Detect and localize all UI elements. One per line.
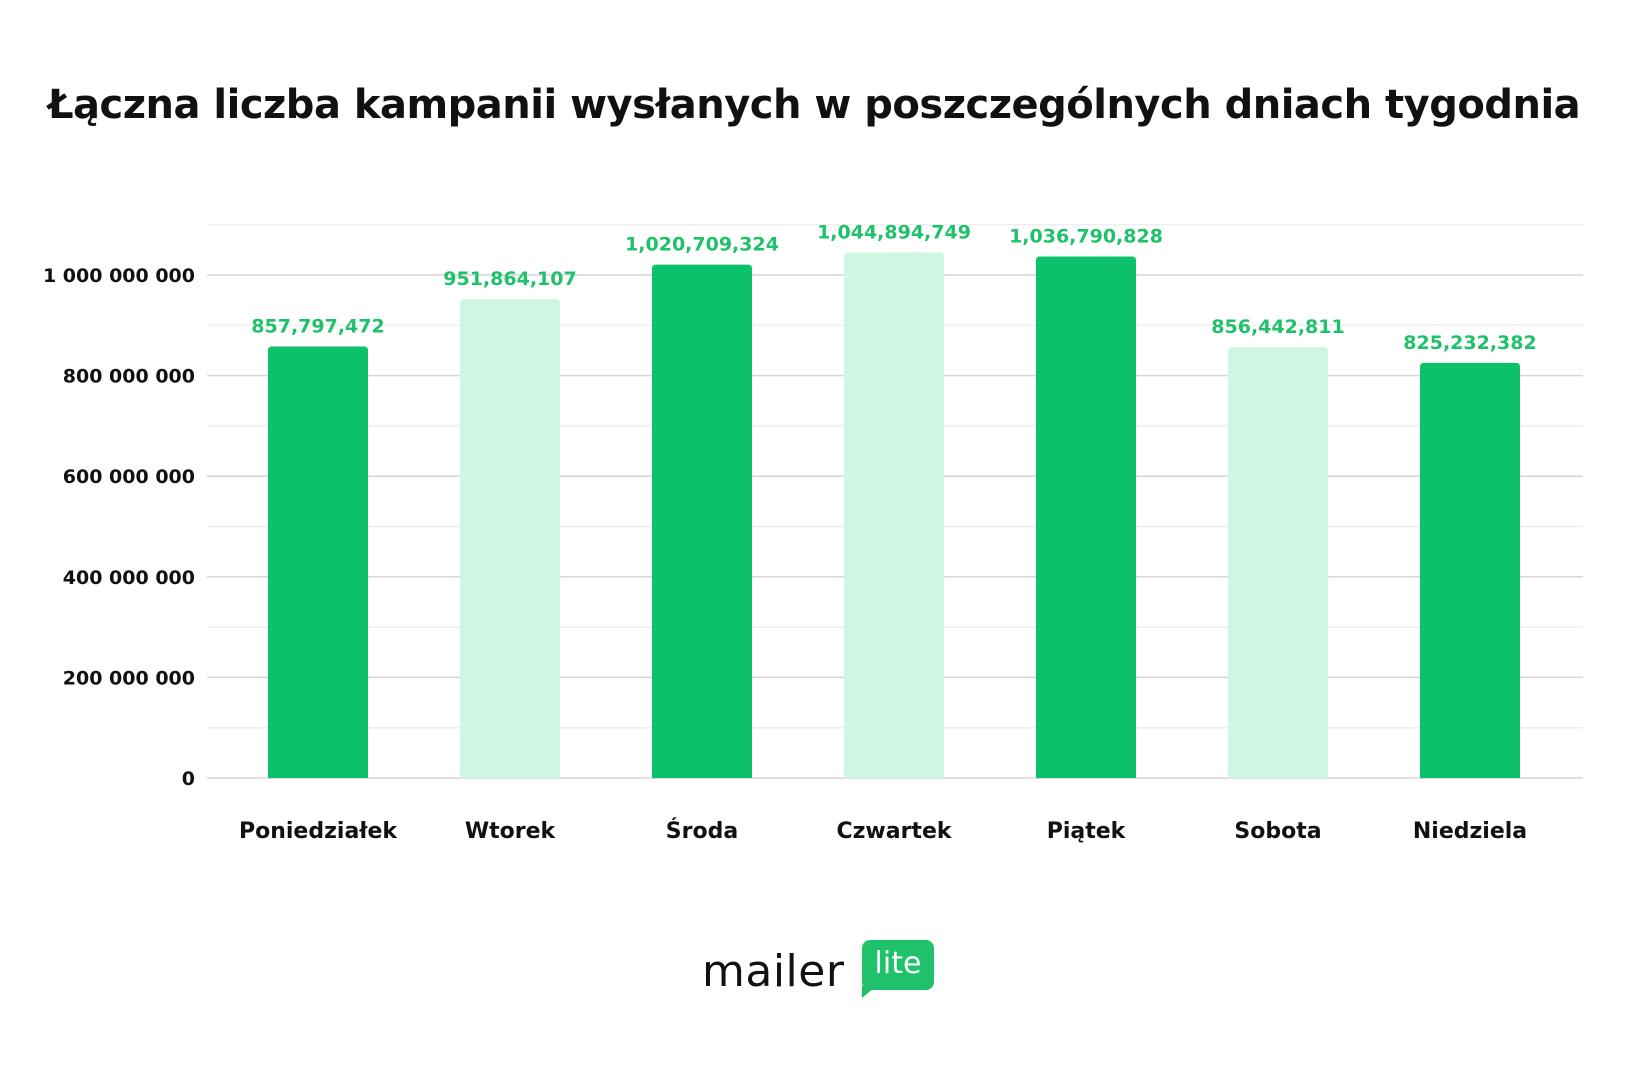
bar-sobota — [1228, 347, 1328, 778]
bar-poniedziałek — [268, 346, 368, 778]
y-tick-label: 400 000 000 — [63, 567, 195, 589]
x-tick-label: Poniedziałek — [239, 819, 398, 844]
data-label: 1,020,709,324 — [625, 234, 779, 256]
bar-czwartek — [844, 252, 944, 778]
logo-badge-tail — [862, 986, 876, 998]
y-tick-label: 1 000 000 000 — [43, 265, 195, 287]
y-tick-label: 0 — [182, 768, 195, 790]
x-tick-label: Sobota — [1234, 819, 1321, 844]
logo-word: mailer — [702, 946, 845, 997]
bar-chart: 0 200 000 000 400 000 000 600 000 000 800 00… — [43, 221, 1583, 844]
bar-środa — [652, 264, 752, 778]
data-label: 857,797,472 — [251, 316, 384, 338]
chart-title: Łączna liczba kampanii wysłanych w poszc… — [47, 82, 1581, 128]
data-label: 856,442,811 — [1211, 316, 1344, 338]
data-label: 951,864,107 — [443, 268, 576, 290]
bar-piątek — [1036, 256, 1136, 778]
data-label: 1,044,894,749 — [817, 221, 971, 243]
x-tick-label: Piątek — [1047, 819, 1127, 844]
bar-wtorek — [460, 299, 560, 778]
x-tick-label: Wtorek — [465, 819, 557, 844]
y-tick-label: 800 000 000 — [63, 366, 195, 388]
logo-badge: lite — [862, 940, 934, 990]
data-label: 825,232,382 — [1403, 332, 1536, 354]
bar-niedziela — [1420, 362, 1520, 778]
x-tick-label: Środa — [666, 818, 738, 844]
y-tick-label: 600 000 000 — [63, 466, 195, 488]
y-tick-label: 200 000 000 — [63, 667, 195, 689]
data-label: 1,036,790,828 — [1009, 225, 1163, 247]
x-tick-label: Czwartek — [836, 819, 952, 844]
x-tick-label: Niedziela — [1413, 819, 1527, 844]
